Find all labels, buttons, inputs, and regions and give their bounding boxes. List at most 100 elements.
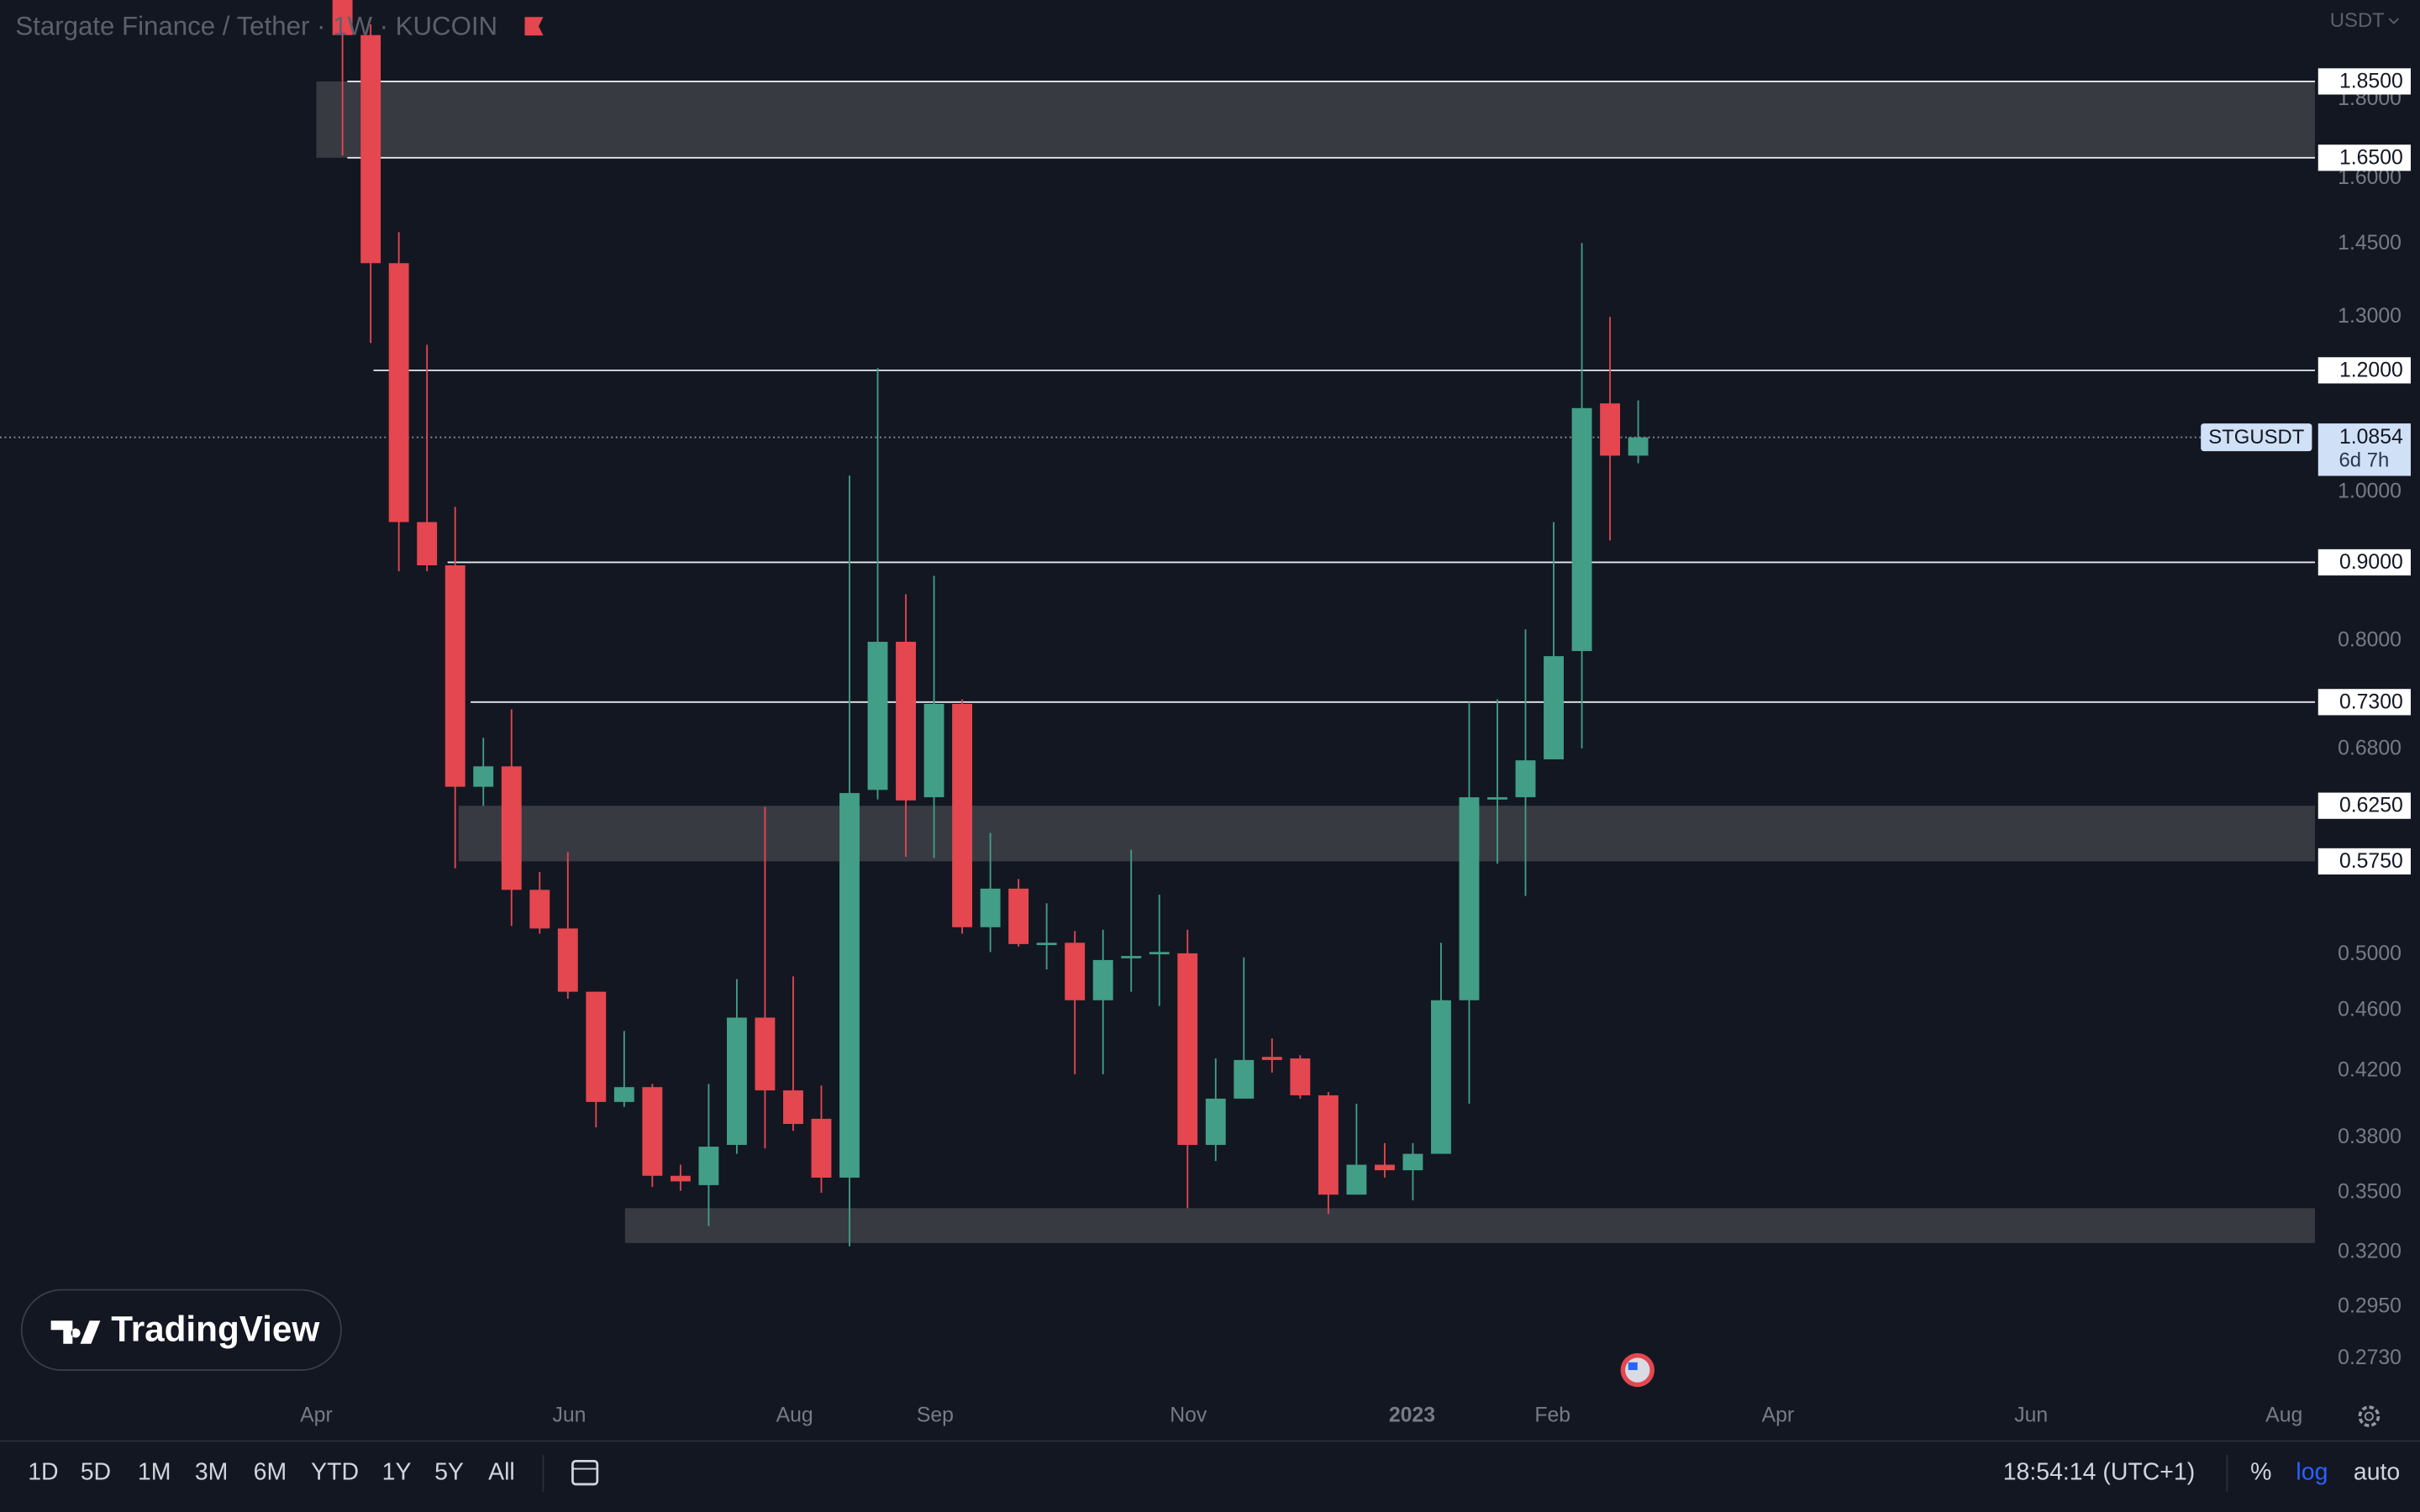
candle-body xyxy=(388,263,409,522)
logo-text: TradingView xyxy=(111,1309,319,1348)
percent-toggle[interactable]: % xyxy=(2250,1459,2271,1486)
candle-body xyxy=(529,890,550,929)
candle-body xyxy=(360,34,381,264)
event-flag-canton xyxy=(1628,1362,1638,1371)
candle-body xyxy=(445,564,466,787)
y-tick-label: 1.3000 xyxy=(2338,305,2402,328)
range-button[interactable]: 6M xyxy=(254,1459,287,1486)
x-tick-label: Feb xyxy=(1534,1404,1570,1427)
candle-body xyxy=(613,1087,634,1102)
candle-body xyxy=(670,1175,691,1182)
candle-body xyxy=(1515,760,1536,798)
price-axis: 1.80001.60001.45001.30001.00000.80000.68… xyxy=(2201,68,2411,1369)
level-label-box xyxy=(2317,144,2411,171)
y-tick-label: 0.2950 xyxy=(2338,1294,2402,1317)
y-tick-label: 0.6800 xyxy=(2338,738,2402,760)
level-label: 1.2000 xyxy=(2339,359,2403,381)
candle-body xyxy=(980,888,1001,927)
level-label-box xyxy=(2317,68,2411,95)
chart-title: Stargate Finance / Tether · 1W · KUCOIN xyxy=(15,11,497,40)
level-label-box xyxy=(2317,357,2411,384)
gear xyxy=(2358,1405,2381,1427)
candle-body xyxy=(1544,656,1564,759)
candle-body xyxy=(923,703,944,798)
x-tick-label: Aug xyxy=(2265,1404,2302,1427)
logo-frame xyxy=(20,1289,342,1371)
range-button[interactable]: 5Y xyxy=(434,1459,464,1486)
x-tick-label: Sep xyxy=(917,1404,954,1427)
candle-body xyxy=(1600,403,1621,456)
candle-body xyxy=(1065,942,1086,1000)
zone xyxy=(458,806,2316,862)
logo-icon xyxy=(50,1320,101,1344)
x-tick-label: Nov xyxy=(1170,1404,1207,1427)
currency[interactable]: USDT xyxy=(2330,9,2385,32)
settings-icon[interactable] xyxy=(2358,1405,2381,1427)
toolbar: 18:54:14 (UTC+1) % log auto 1D 5D 1M 3M 6M YT… xyxy=(28,1455,2400,1493)
zone xyxy=(624,1208,2316,1243)
candle-body xyxy=(1205,1098,1226,1145)
level-label: 1.6500 xyxy=(2339,146,2403,169)
y-tick-label: 0.3800 xyxy=(2338,1126,2402,1148)
y-tick-label: 0.3200 xyxy=(2338,1241,2402,1263)
level-label: 1.8500 xyxy=(2339,70,2403,92)
x-tick-label: Apr xyxy=(300,1404,333,1427)
candle-body xyxy=(1234,1059,1255,1099)
range-button[interactable]: All xyxy=(488,1459,515,1486)
range-button[interactable]: 5D xyxy=(81,1459,111,1486)
level-label: 0.6250 xyxy=(2339,795,2403,817)
level-label: 0.7300 xyxy=(2339,690,2403,713)
candle-body xyxy=(952,703,973,927)
level-label: 0.5750 xyxy=(2339,850,2403,873)
candle-body xyxy=(755,1017,776,1091)
y-tick-label: 1.0000 xyxy=(2338,480,2402,502)
y-tick-label: 0.2730 xyxy=(2338,1347,2402,1369)
level-label-box xyxy=(2317,792,2411,819)
candle-body xyxy=(1121,956,1142,958)
level-label: 0.9000 xyxy=(2339,551,2403,574)
candle-body xyxy=(726,1017,747,1145)
candle-body xyxy=(811,1118,832,1178)
range-button[interactable]: 3M xyxy=(195,1459,229,1486)
symbol-label: STGUSDT xyxy=(2208,426,2304,449)
x-tick-label: Aug xyxy=(776,1404,813,1427)
flag-icon xyxy=(524,17,544,36)
candle-body xyxy=(473,766,494,787)
range-button[interactable]: 1M xyxy=(138,1459,171,1486)
range-button[interactable]: 1Y xyxy=(382,1459,412,1486)
candle-body xyxy=(1346,1164,1367,1195)
date-range-button[interactable] xyxy=(571,1460,599,1486)
clock[interactable]: 18:54:14 (UTC+1) xyxy=(2003,1459,2196,1486)
event-icon[interactable] xyxy=(1620,1352,1655,1388)
zone xyxy=(316,81,2316,158)
x-tick-label: 2023 xyxy=(1389,1404,1435,1427)
candle-body xyxy=(1290,1058,1311,1095)
auto-toggle[interactable]: auto xyxy=(2354,1459,2400,1486)
candle-body xyxy=(332,0,353,35)
range-button[interactable]: 1D xyxy=(28,1459,58,1486)
candle-body xyxy=(1431,1000,1451,1154)
candle-body xyxy=(698,1147,719,1185)
y-tick-label: 0.4200 xyxy=(2338,1059,2402,1082)
y-tick-label: 0.4600 xyxy=(2338,998,2402,1021)
y-tick-label: 0.3500 xyxy=(2338,1180,2402,1203)
y-tick-label: 1.4500 xyxy=(2338,232,2402,255)
y-tick-label: 0.5000 xyxy=(2338,942,2402,965)
range-button[interactable]: YTD xyxy=(311,1459,359,1486)
candle-body xyxy=(642,1087,663,1176)
candle-body xyxy=(586,991,607,1102)
last-price-box xyxy=(2317,423,2411,476)
level-label-box xyxy=(2317,549,2411,576)
log-toggle[interactable]: log xyxy=(2296,1459,2328,1486)
candle-body xyxy=(783,1090,803,1125)
candle-body xyxy=(867,642,888,790)
candle-body xyxy=(1374,1164,1395,1171)
x-tick-label: Apr xyxy=(1762,1404,1795,1427)
candle-body xyxy=(839,793,860,1178)
candle-body xyxy=(1092,959,1113,1000)
logo-badge: TradingView xyxy=(20,1289,342,1371)
candle-body xyxy=(1177,953,1198,1145)
candle-body xyxy=(1628,437,1649,456)
